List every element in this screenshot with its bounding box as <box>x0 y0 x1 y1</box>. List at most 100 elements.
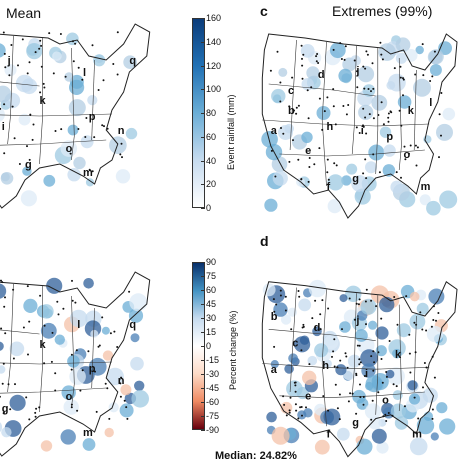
rainfall-cell <box>130 333 140 343</box>
significance-dot <box>382 123 385 126</box>
rainfall-cell <box>40 440 53 452</box>
rainfall-cell <box>355 329 368 342</box>
rainfall-cell <box>60 140 78 157</box>
significance-dot <box>323 110 326 113</box>
significance-dot <box>0 279 2 282</box>
significance-dot <box>393 296 396 298</box>
rainfall-cell <box>329 42 346 59</box>
region-label: h <box>322 360 329 372</box>
region-boundary <box>279 149 425 157</box>
significance-dot <box>279 294 282 297</box>
significance-dot <box>314 326 317 329</box>
significance-dot <box>408 333 411 336</box>
rainfall-cell <box>68 99 86 117</box>
rainfall-cell <box>436 402 448 414</box>
significance-dot <box>69 152 72 155</box>
region-boundary <box>71 295 75 409</box>
significance-dot <box>17 64 19 67</box>
rainfall-cell <box>64 72 74 82</box>
significance-dot <box>433 376 436 379</box>
significance-dot <box>9 408 12 411</box>
percent-change-extremes-map: b d j c k a h i e o f g m <box>256 250 474 474</box>
rainfall-cell <box>413 78 431 97</box>
significance-dot <box>370 355 373 358</box>
rainfall-cell <box>85 178 95 187</box>
significance-dot <box>284 295 287 298</box>
region-label: f <box>327 181 331 193</box>
significance-dot <box>76 409 79 412</box>
significance-dot <box>364 67 367 70</box>
region-label: d <box>314 322 321 334</box>
significance-dot <box>425 366 428 369</box>
rainfall-cell <box>83 278 94 289</box>
significance-dot <box>435 319 437 322</box>
significance-dot <box>88 168 91 171</box>
significance-dot <box>121 156 123 159</box>
rainfall-cell <box>115 169 131 184</box>
significance-dot <box>385 371 388 373</box>
significance-dot <box>398 109 401 112</box>
rainfall-cell <box>69 368 86 385</box>
rainfall-cell <box>134 380 145 391</box>
median-annotation: Median: 24.82% <box>215 450 297 462</box>
significance-dot <box>370 418 373 421</box>
rainfall-cell <box>22 166 32 176</box>
significance-dot <box>385 420 388 422</box>
us-map-svg: j k q p l n i g om <box>0 23 151 209</box>
region-label: b <box>271 311 278 323</box>
rainfall-cell <box>364 403 382 420</box>
rainfall-cell <box>408 393 421 405</box>
significance-dot <box>336 407 339 410</box>
significance-dot <box>283 403 286 406</box>
rainfall-cell <box>271 426 290 445</box>
colorbar-tick-label: 30 <box>200 313 217 323</box>
rainfall-cell <box>300 44 315 58</box>
region-label: g <box>2 403 9 415</box>
significance-dot <box>326 158 329 161</box>
rainfall-cell <box>271 88 286 104</box>
rainfall-cell <box>0 85 12 103</box>
significance-dot <box>308 166 311 168</box>
significance-dot <box>311 317 314 320</box>
significance-dot <box>77 128 80 130</box>
us-outline <box>0 23 151 209</box>
significance-dot <box>359 361 362 364</box>
region-boundary <box>321 41 327 187</box>
rainfall-cell <box>423 411 433 421</box>
significance-dot <box>18 163 21 165</box>
significance-dot <box>380 53 383 56</box>
rainfall-cell <box>306 66 320 80</box>
significance-dot <box>340 58 343 60</box>
significance-dot <box>3 305 6 308</box>
rainfall-cell <box>314 343 329 358</box>
significance-dot <box>298 295 301 298</box>
significance-dot <box>70 406 73 409</box>
rainfall-cell <box>130 356 144 371</box>
significance-dot <box>38 406 41 409</box>
significance-dot <box>380 358 383 360</box>
rainfall-cell <box>351 175 368 192</box>
rainfall-cell <box>323 408 341 426</box>
significance-dot <box>294 384 297 387</box>
significance-dot <box>59 33 62 35</box>
significance-dot <box>297 104 300 107</box>
significance-dot <box>98 344 101 347</box>
region-boundary <box>0 387 107 394</box>
colorbar-tick-label: 75 <box>200 271 217 281</box>
significance-dot <box>26 145 28 148</box>
colorbar-tick-label: 45 <box>200 299 217 309</box>
rainfall-cell <box>382 164 396 177</box>
region-label: i <box>361 125 364 137</box>
significance-dot <box>403 145 406 148</box>
significance-dot <box>300 406 303 408</box>
significance-dot <box>276 50 279 53</box>
significance-dot <box>279 100 282 103</box>
rainfall-cell <box>287 307 297 317</box>
significance-dot <box>327 307 330 310</box>
significance-dot <box>26 72 29 75</box>
region-label: p <box>89 363 96 375</box>
rainfall-cell <box>67 168 81 182</box>
significance-dot <box>84 136 87 138</box>
rainfall-cell <box>0 283 7 299</box>
significance-dot <box>377 114 380 116</box>
